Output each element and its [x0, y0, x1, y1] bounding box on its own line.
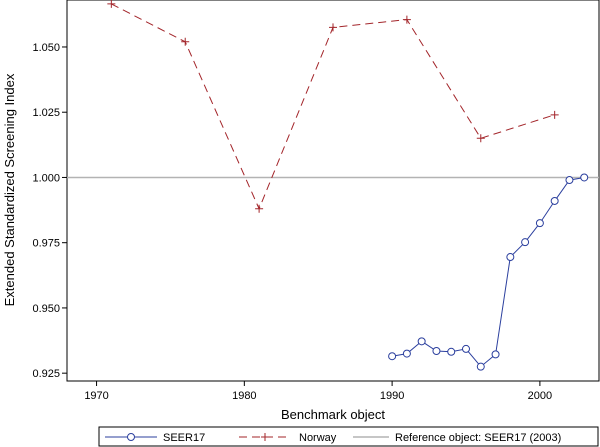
seer17-point	[565, 176, 574, 185]
seer17-point	[476, 362, 485, 371]
legend-item-norway: Norway	[239, 432, 337, 444]
y-tick-label: 0.925	[32, 368, 60, 380]
norway-point	[107, 0, 116, 8]
legend-seer17-label: SEER17	[163, 432, 205, 444]
seer17-point	[417, 337, 426, 346]
legend-norway-label: Norway	[299, 432, 337, 444]
y-tick-label: 0.950	[32, 303, 60, 315]
x-axis-title: Benchmark object	[281, 407, 385, 422]
x-tick-label: 1970	[84, 390, 108, 402]
seer17-point	[535, 219, 544, 228]
norway-point	[402, 15, 411, 24]
seer17-point	[402, 349, 411, 358]
seer17-point	[462, 344, 470, 353]
norway-point	[550, 110, 559, 119]
norway-point	[255, 204, 264, 213]
seer17-point	[432, 346, 441, 355]
series-layer	[107, 0, 589, 371]
plot-area	[66, 0, 600, 382]
x-tick-label: 1980	[232, 390, 256, 402]
legend-box	[98, 426, 599, 447]
seer17-point	[521, 238, 530, 247]
legend-item-seer17: SEER17	[105, 432, 205, 444]
seer17-point	[388, 352, 397, 361]
legend-norway-marker	[261, 433, 269, 441]
y-tick-label: 1.000	[32, 172, 60, 184]
legend: SEER17 Norway Reference object: SEER17 (…	[98, 426, 599, 447]
norway-point	[181, 37, 190, 46]
x-axis: 1970 1980 1990 2000	[84, 381, 552, 402]
seer17-point	[506, 253, 515, 262]
legend-reference-label: Reference object: SEER17 (2003)	[395, 432, 561, 444]
x-tick-label: 1990	[380, 390, 404, 402]
legend-item-reference: Reference object: SEER17 (2003)	[353, 432, 561, 444]
seer17-point	[491, 350, 500, 359]
norway-point	[329, 23, 337, 32]
legend-seer17-marker	[127, 433, 135, 441]
norway-point	[476, 134, 485, 143]
x-tick-label: 2000	[528, 390, 552, 402]
seer17-point	[447, 347, 456, 356]
y-axis-title: Extended Standardized Screening Index	[2, 73, 17, 306]
seer17-point	[580, 173, 589, 182]
y-tick-label: 1.050	[32, 42, 60, 54]
y-tick-label: 0.975	[32, 238, 60, 250]
seer17-point	[550, 196, 559, 205]
y-axis: 0.925 0.950 0.975 1.000 1.025 1.050	[32, 42, 67, 380]
y-tick-label: 1.025	[32, 107, 60, 119]
